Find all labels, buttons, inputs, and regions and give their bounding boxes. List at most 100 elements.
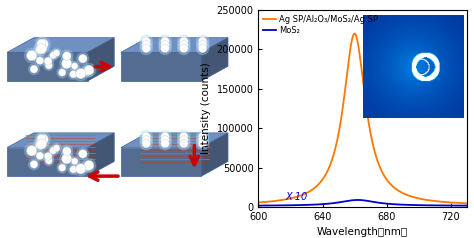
Circle shape: [28, 159, 39, 170]
Circle shape: [84, 160, 94, 170]
Polygon shape: [7, 148, 88, 176]
Circle shape: [58, 69, 66, 76]
Circle shape: [35, 55, 45, 66]
Circle shape: [57, 67, 67, 78]
Circle shape: [48, 50, 58, 60]
Circle shape: [142, 40, 151, 49]
Polygon shape: [121, 148, 201, 176]
Circle shape: [159, 130, 171, 143]
MoS₂: [464, 204, 470, 207]
Circle shape: [37, 39, 46, 48]
Circle shape: [25, 144, 39, 158]
X-axis label: Wavelength（nm）: Wavelength（nm）: [317, 228, 408, 238]
Circle shape: [199, 139, 207, 148]
Circle shape: [199, 132, 207, 141]
Circle shape: [57, 163, 67, 173]
Circle shape: [35, 133, 48, 145]
Circle shape: [77, 148, 89, 160]
Circle shape: [38, 134, 48, 144]
Circle shape: [62, 154, 72, 164]
Ag SP/Al₂O₃/MoS₂/Ag SP: [352, 32, 357, 35]
Circle shape: [199, 37, 207, 45]
Circle shape: [61, 50, 73, 62]
Legend: Ag SP/Al₂O₃/MoS₂/Ag SP, MoS₂: Ag SP/Al₂O₃/MoS₂/Ag SP, MoS₂: [260, 11, 382, 38]
Circle shape: [27, 146, 37, 156]
MoS₂: [458, 204, 464, 207]
Circle shape: [196, 42, 209, 55]
Circle shape: [82, 160, 94, 172]
Circle shape: [159, 134, 171, 146]
Circle shape: [76, 164, 86, 174]
Circle shape: [180, 136, 188, 144]
Circle shape: [70, 70, 77, 78]
Ag SP/Al₂O₃/MoS₂/Ag SP: [458, 202, 464, 204]
Polygon shape: [121, 133, 228, 148]
MoS₂: [355, 198, 361, 201]
Circle shape: [63, 52, 71, 60]
Circle shape: [52, 48, 61, 58]
MoS₂: [458, 204, 464, 207]
Circle shape: [196, 134, 209, 146]
Circle shape: [83, 162, 92, 171]
MoS₂: [420, 204, 426, 207]
Circle shape: [180, 139, 188, 148]
Circle shape: [161, 37, 169, 45]
Circle shape: [28, 64, 39, 75]
Ag SP/Al₂O₃/MoS₂/Ag SP: [420, 198, 426, 201]
Circle shape: [30, 160, 38, 168]
Text: X 10: X 10: [286, 192, 308, 202]
Circle shape: [142, 136, 151, 144]
Circle shape: [35, 150, 45, 161]
Circle shape: [73, 66, 88, 81]
Circle shape: [79, 149, 87, 158]
Circle shape: [35, 140, 45, 149]
Circle shape: [43, 56, 54, 67]
MoS₂: [357, 198, 363, 201]
Circle shape: [178, 137, 190, 150]
Circle shape: [35, 137, 49, 151]
Circle shape: [77, 53, 89, 65]
Circle shape: [60, 56, 73, 71]
Circle shape: [140, 130, 153, 143]
Circle shape: [36, 139, 46, 149]
Circle shape: [68, 69, 78, 79]
Ag SP/Al₂O₃/MoS₂/Ag SP: [357, 55, 363, 57]
MoS₂: [266, 204, 272, 207]
Circle shape: [62, 59, 72, 69]
Ag SP/Al₂O₃/MoS₂/Ag SP: [351, 32, 357, 35]
Line: Ag SP/Al₂O₃/MoS₂/Ag SP: Ag SP/Al₂O₃/MoS₂/Ag SP: [258, 34, 467, 203]
Circle shape: [140, 137, 153, 150]
Ag SP/Al₂O₃/MoS₂/Ag SP: [266, 200, 272, 203]
Y-axis label: Intensity (counts): Intensity (counts): [201, 62, 211, 154]
Circle shape: [27, 50, 37, 61]
Circle shape: [71, 158, 78, 165]
Circle shape: [178, 42, 190, 55]
Circle shape: [82, 65, 94, 77]
Circle shape: [142, 37, 151, 45]
Circle shape: [36, 57, 44, 64]
Polygon shape: [7, 133, 114, 148]
Circle shape: [46, 157, 52, 164]
Polygon shape: [121, 52, 201, 81]
Polygon shape: [201, 133, 228, 176]
Circle shape: [196, 35, 209, 47]
Circle shape: [38, 39, 48, 49]
Circle shape: [178, 134, 190, 146]
Circle shape: [180, 37, 188, 45]
Circle shape: [199, 136, 207, 144]
Circle shape: [84, 65, 94, 75]
Circle shape: [178, 39, 190, 51]
Polygon shape: [7, 52, 88, 81]
MoS₂: [351, 199, 357, 202]
Circle shape: [36, 152, 44, 160]
Circle shape: [60, 152, 73, 166]
Circle shape: [159, 137, 171, 150]
MoS₂: [255, 204, 261, 207]
Circle shape: [52, 144, 61, 153]
Circle shape: [34, 138, 46, 151]
Circle shape: [178, 130, 190, 143]
Circle shape: [68, 164, 78, 175]
Circle shape: [140, 42, 153, 55]
Circle shape: [180, 44, 188, 53]
Ag SP/Al₂O₃/MoS₂/Ag SP: [458, 202, 464, 204]
